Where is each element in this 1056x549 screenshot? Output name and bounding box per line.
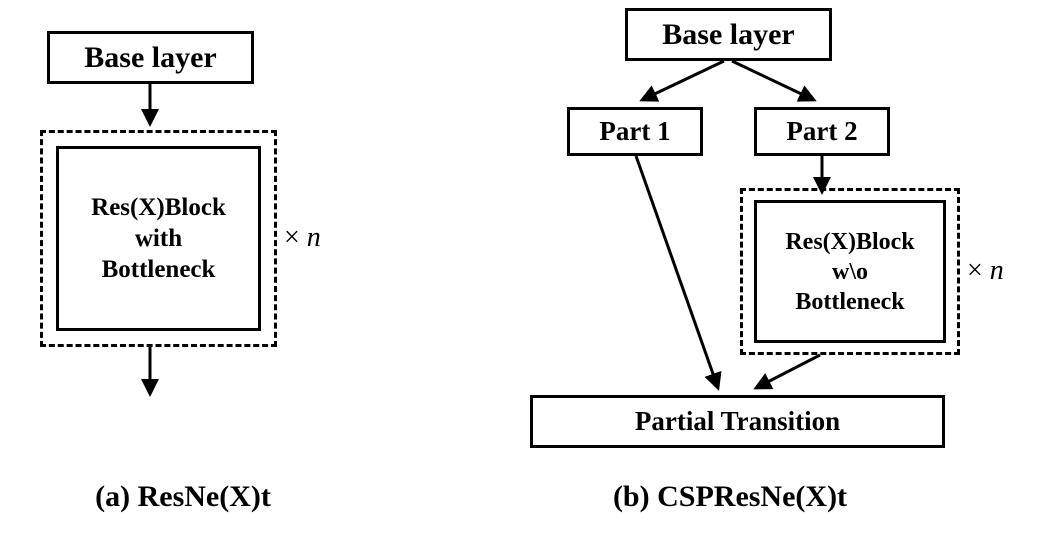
b-partial-transition: Partial Transition xyxy=(530,395,945,448)
b-base-layer-label: Base layer xyxy=(662,18,794,52)
b-arrow-split-right xyxy=(732,61,814,100)
a-resblock-line1: Res(X)Block xyxy=(91,192,226,223)
b-part2: Part 2 xyxy=(754,107,890,156)
b-caption-text: (b) CSPResNe(X)t xyxy=(613,480,847,513)
b-multiplier: × n xyxy=(967,255,1004,287)
a-resblock-line2: with xyxy=(135,223,182,254)
a-base-layer: Base layer xyxy=(47,31,254,84)
a-base-layer-label: Base layer xyxy=(84,41,216,75)
b-arrow-block-to-pt xyxy=(756,355,820,388)
b-resblock-line3: Bottleneck xyxy=(795,287,904,317)
a-caption-text: (a) ResNe(X)t xyxy=(95,480,271,513)
b-resblock-line2: w\o xyxy=(832,257,868,287)
a-resblock: Res(X)Block with Bottleneck xyxy=(56,146,261,331)
b-caption: (b) CSPResNe(X)t xyxy=(500,480,960,514)
b-multiplier-n: n xyxy=(990,255,1004,286)
b-part1: Part 1 xyxy=(567,107,703,156)
a-multiplier: × n xyxy=(284,222,321,254)
b-base-layer: Base layer xyxy=(625,8,832,61)
b-resblock: Res(X)Block w\o Bottleneck xyxy=(754,200,946,343)
a-multiplier-n: n xyxy=(307,222,321,253)
b-arrow-split-left xyxy=(642,61,724,100)
a-caption: (a) ResNe(X)t xyxy=(18,480,348,514)
b-arrow-part1-to-pt xyxy=(636,156,718,388)
b-resblock-line1: Res(X)Block xyxy=(785,227,914,257)
b-partial-transition-label: Partial Transition xyxy=(635,406,840,437)
a-resblock-line3: Bottleneck xyxy=(102,254,216,285)
b-part2-label: Part 2 xyxy=(786,116,857,147)
b-part1-label: Part 1 xyxy=(599,116,670,147)
